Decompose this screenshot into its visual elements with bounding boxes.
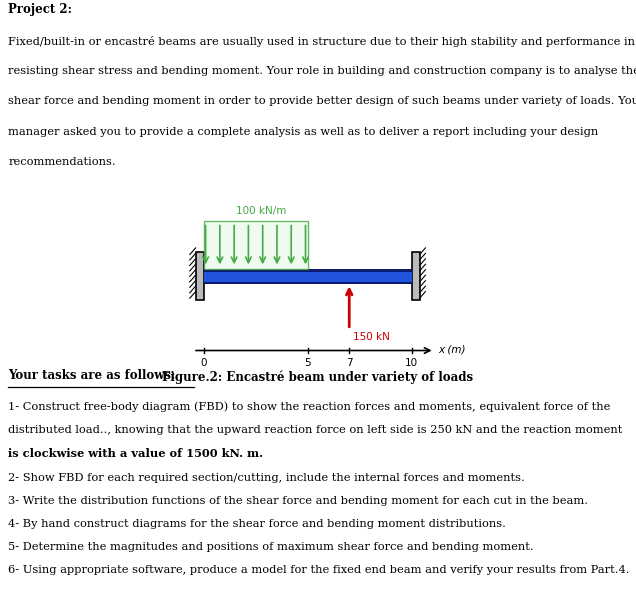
Text: Fixed/built-in or encastré beams are usually used in structure due to their high: Fixed/built-in or encastré beams are usu… bbox=[8, 36, 635, 47]
Text: is clockwise with a value of 1500 kN. m.: is clockwise with a value of 1500 kN. m. bbox=[8, 448, 263, 459]
Text: resisting shear stress and bending moment. Your role in building and constructio: resisting shear stress and bending momen… bbox=[8, 66, 636, 76]
Text: shear force and bending moment in order to provide better design of such beams u: shear force and bending moment in order … bbox=[8, 96, 636, 106]
Text: Project 2:: Project 2: bbox=[8, 3, 73, 16]
Bar bbox=[204, 269, 411, 272]
Text: recommendations.: recommendations. bbox=[8, 157, 116, 167]
Bar bbox=[204, 269, 411, 284]
Text: 4- By hand construct diagrams for the shear force and bending moment distributio: 4- By hand construct diagrams for the sh… bbox=[8, 519, 506, 529]
Text: 5: 5 bbox=[304, 358, 311, 368]
Text: distributed load.., knowing that the upward reaction force on left side is 250 k: distributed load.., knowing that the upw… bbox=[8, 425, 623, 435]
Text: manager asked you to provide a complete analysis as well as to deliver a report : manager asked you to provide a complete … bbox=[8, 126, 598, 137]
Bar bbox=[204, 282, 411, 284]
Text: 0: 0 bbox=[200, 358, 207, 368]
Text: 7: 7 bbox=[346, 358, 352, 368]
Text: 5- Determine the magnitudes and positions of maximum shear force and bending mom: 5- Determine the magnitudes and position… bbox=[8, 542, 534, 552]
Text: 1- Construct free-body diagram (FBD) to show the reaction forces and moments, eq: 1- Construct free-body diagram (FBD) to … bbox=[8, 402, 611, 412]
Text: Figure.2: Encastré beam under variety of loads: Figure.2: Encastré beam under variety of… bbox=[162, 371, 474, 384]
Bar bbox=[196, 252, 204, 300]
Bar bbox=[204, 221, 308, 269]
Text: 2- Show FBD for each required section/cutting, include the internal forces and m: 2- Show FBD for each required section/cu… bbox=[8, 473, 525, 483]
Text: Your tasks are as follows:: Your tasks are as follows: bbox=[8, 369, 176, 382]
Text: 10: 10 bbox=[405, 358, 418, 368]
Text: 6- Using appropriate software, produce a model for the fixed end beam and verify: 6- Using appropriate software, produce a… bbox=[8, 565, 630, 575]
Text: x (m): x (m) bbox=[439, 344, 466, 355]
Text: 100 kN/m: 100 kN/m bbox=[235, 206, 286, 217]
Text: 150 kN: 150 kN bbox=[353, 332, 390, 342]
Text: 3- Write the distribution functions of the shear force and bending moment for ea: 3- Write the distribution functions of t… bbox=[8, 496, 588, 506]
Bar bbox=[411, 252, 420, 300]
